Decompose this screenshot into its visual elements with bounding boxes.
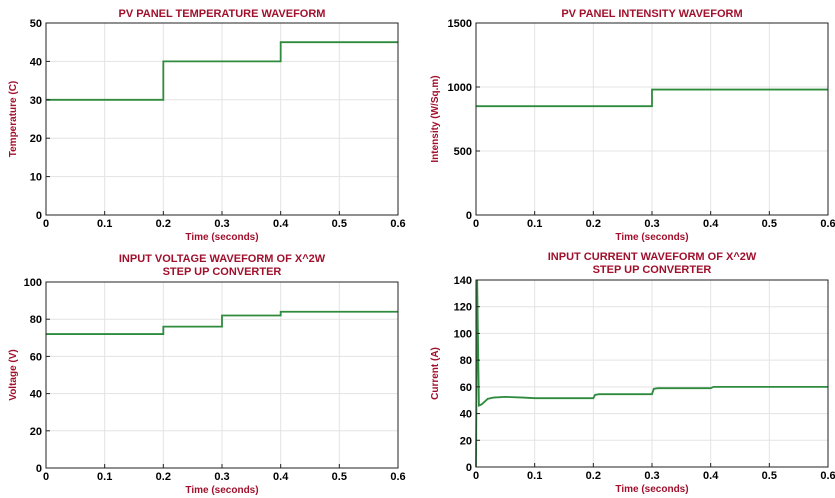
y-tick-label: 0 — [36, 210, 42, 222]
y-tick-label: 100 — [454, 328, 472, 340]
plot-4: 0 0.1 0.2 0.3 0.4 0.5 0.6 0 20 40 60 80 100 120 140 INP… — [430, 251, 835, 495]
series-line — [475, 279, 828, 468]
x-tick-label: 0.1 — [527, 218, 542, 230]
y-axis-label: Current (A) — [430, 347, 441, 400]
x-tick-label: 0.4 — [703, 470, 719, 482]
x-tick-label: 0 — [473, 218, 479, 230]
y-tick-label: 60 — [460, 382, 472, 394]
x-tick-label: 0.4 — [273, 218, 289, 230]
plot-title: PV PANEL INTENSITY WAVEFORM — [561, 8, 742, 20]
x-tick-label: 0 — [43, 471, 49, 483]
plot-title: INPUT VOLTAGE WAVEFORM OF X^2W — [119, 253, 326, 265]
y-axis-label: Temperature (C) — [8, 81, 19, 158]
y-tick-label: 10 — [30, 172, 42, 184]
y-tick-label: 1000 — [448, 82, 472, 94]
x-tick-label: 0.1 — [527, 470, 542, 482]
x-tick-label: 0.6 — [390, 471, 405, 483]
x-tick-label: 0.6 — [820, 218, 835, 230]
series-line — [476, 88, 828, 108]
x-tick-label: 0.5 — [332, 218, 347, 230]
plot-3: 0 0.1 0.2 0.3 0.4 0.5 0.6 0 20 40 60 80 100 INPUT VOL… — [8, 253, 406, 496]
x-tick-label: 0.1 — [97, 218, 112, 230]
x-axis-label: Time (seconds) — [615, 484, 688, 495]
y-tick-label: 40 — [30, 56, 42, 68]
x-tick-label: 0.2 — [156, 218, 171, 230]
y-tick-label: 20 — [460, 435, 472, 447]
x-tick-label: 0.5 — [762, 470, 777, 482]
x-tick-label: 0.6 — [390, 218, 405, 230]
plot-title: STEP UP CONVERTER — [593, 264, 712, 276]
y-tick-label: 500 — [454, 146, 472, 158]
x-tick-label: 0 — [473, 470, 479, 482]
y-tick-label: 0 — [466, 210, 472, 222]
y-tick-label: 20 — [30, 133, 42, 145]
y-tick-label: 100 — [24, 277, 42, 289]
y-tick-label: 120 — [454, 302, 472, 314]
y-tick-label: 60 — [30, 351, 42, 363]
x-tick-label: 0.2 — [586, 218, 601, 230]
series-line — [46, 310, 398, 335]
x-tick-label: 0.2 — [586, 470, 601, 482]
plot-title: PV PANEL TEMPERATURE WAVEFORM — [119, 8, 326, 20]
x-axis-label: Time (seconds) — [185, 232, 258, 243]
y-tick-label: 50 — [30, 18, 42, 30]
x-tick-label: 0.3 — [214, 218, 229, 230]
y-tick-label: 140 — [454, 275, 472, 287]
plot-2: 0 0.1 0.2 0.3 0.4 0.5 0.6 0 500 1000 1500 PV PANEL … — [430, 8, 835, 243]
y-tick-label: 40 — [460, 409, 472, 421]
x-tick-label: 0.6 — [820, 470, 835, 482]
x-tick-label: 0.5 — [762, 218, 777, 230]
y-tick-label: 80 — [460, 355, 472, 367]
x-tick-label: 0.3 — [644, 470, 659, 482]
x-axis-label: Time (seconds) — [185, 485, 258, 496]
x-tick-label: 0.3 — [214, 471, 229, 483]
plot-title: STEP UP CONVERTER — [163, 266, 282, 278]
y-tick-label: 20 — [30, 426, 42, 438]
y-axis-label: Voltage (V) — [8, 349, 19, 400]
y-tick-label: 1500 — [448, 18, 472, 30]
series-line — [46, 41, 398, 101]
y-tick-label: 30 — [30, 95, 42, 107]
x-tick-label: 0.4 — [273, 471, 289, 483]
y-tick-label: 40 — [30, 389, 42, 401]
y-tick-label: 80 — [30, 314, 42, 326]
x-tick-label: 0.1 — [97, 471, 112, 483]
x-tick-label: 0.3 — [644, 218, 659, 230]
x-axis-label: Time (seconds) — [615, 232, 688, 243]
y-tick-label: 0 — [36, 463, 42, 475]
x-tick-label: 0 — [43, 218, 49, 230]
plot-1: 0 0.1 0.2 0.3 0.4 0.5 0.6 0 10 20 30 40 50 PV PANEL T… — [8, 8, 406, 243]
x-tick-label: 0.5 — [332, 471, 347, 483]
y-axis-label: Intensity (W/Sq.m) — [430, 75, 441, 162]
y-tick-label: 0 — [466, 462, 472, 474]
x-tick-label: 0.4 — [703, 218, 719, 230]
x-tick-label: 0.2 — [156, 471, 171, 483]
plot-title: INPUT CURRENT WAVEFORM OF X^2W — [548, 251, 757, 263]
